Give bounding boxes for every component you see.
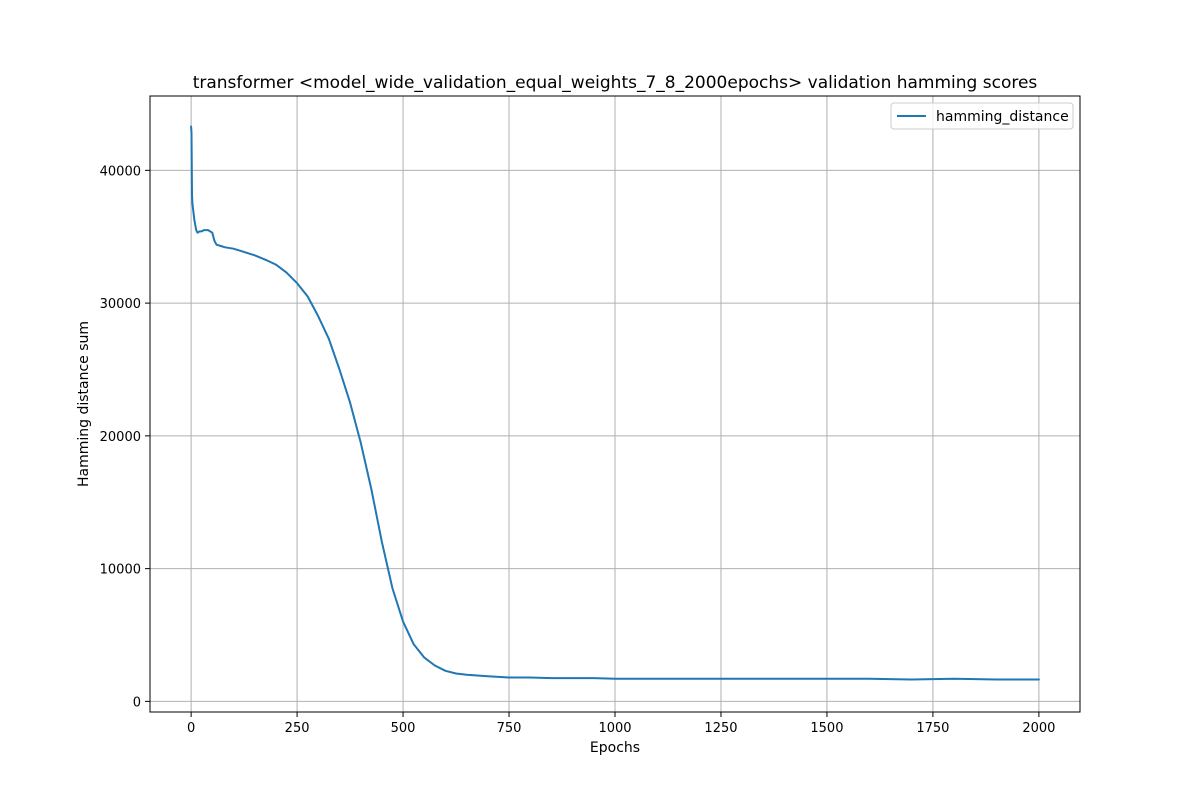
y-tick-label: 20000 — [100, 430, 141, 445]
x-tick-label: 1250 — [704, 721, 737, 736]
grid-lines — [150, 96, 1080, 712]
series-layer — [190, 125, 1040, 681]
y-tick-label: 30000 — [100, 297, 141, 312]
x-axis-title: Epochs — [590, 740, 640, 756]
x-tick-label: 1000 — [598, 721, 631, 736]
y-tick-label: 0 — [133, 695, 141, 710]
x-tick-label: 500 — [391, 721, 416, 736]
chart-title: transformer <model_wide_validation_equal… — [193, 73, 1038, 93]
x-tick-label: 250 — [285, 721, 310, 736]
x-tick-label: 2000 — [1022, 721, 1055, 736]
y-tick-label: 10000 — [100, 563, 141, 578]
x-tick-label: 1500 — [810, 721, 843, 736]
legend-box — [890, 102, 1074, 130]
axis-ticks: 0 250 500 750 1000 1250 1500 1750 20000100002000… — [100, 164, 1056, 736]
x-tick-label: 1750 — [916, 721, 949, 736]
x-tick-label: 0 — [187, 721, 195, 736]
series-line-hamming-distance — [190, 125, 1040, 681]
legend: hamming_distance — [890, 102, 1074, 130]
x-tick-label: 750 — [497, 721, 522, 736]
legend-label-hamming-distance: hamming_distance — [936, 109, 1069, 125]
y-axis-title: Hamming distance sum — [76, 321, 92, 487]
y-tick-label: 40000 — [100, 164, 141, 179]
